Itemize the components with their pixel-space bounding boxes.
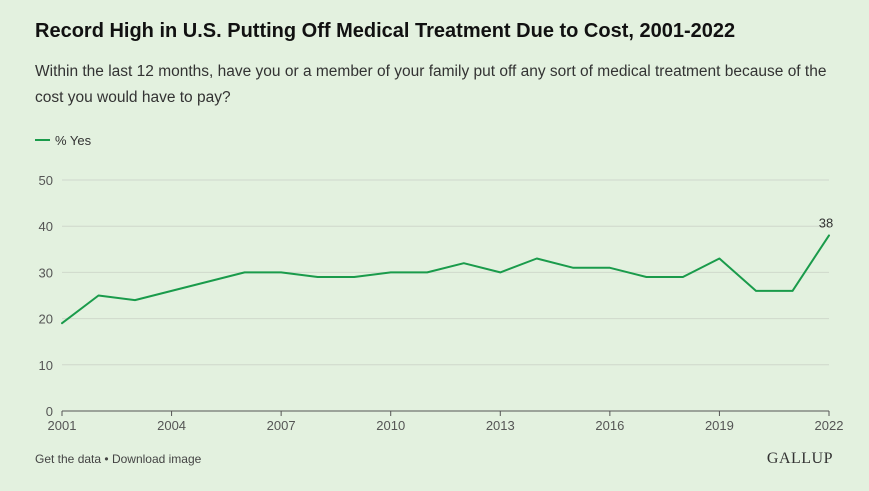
x-tick-label: 2007	[267, 418, 296, 433]
data-point[interactable]	[825, 231, 833, 239]
gallup-logo: GALLUP	[766, 450, 833, 467]
legend-swatch	[35, 139, 50, 141]
data-point[interactable]	[752, 287, 760, 295]
chart-title: Record High in U.S. Putting Off Medical …	[35, 20, 736, 42]
data-point[interactable]	[314, 273, 322, 281]
chart-subtitle: Within the last 12 months, have you or a…	[35, 63, 827, 106]
data-point[interactable]	[715, 255, 723, 263]
data-point[interactable]	[387, 268, 395, 276]
data-point[interactable]	[533, 255, 541, 263]
y-tick-label: 20	[39, 312, 53, 327]
x-tick-label: 2010	[376, 418, 405, 433]
download-image-link[interactable]: Download image	[111, 452, 202, 466]
data-point[interactable]	[58, 319, 66, 327]
x-tick-label: 2019	[705, 418, 734, 433]
series-line-0	[61, 234, 830, 325]
x-tick-label: 2001	[48, 418, 77, 433]
get-data-link[interactable]: Get the data	[35, 452, 102, 466]
data-point[interactable]	[642, 273, 650, 281]
data-point[interactable]	[606, 264, 614, 272]
data-point[interactable]	[423, 268, 431, 276]
legend-label: % Yes	[55, 132, 92, 148]
data-point[interactable]	[569, 264, 577, 272]
axes: 0 10 20 30 40 50 2001 2004 2007 2010 2013 2016 2019 2…	[39, 173, 844, 433]
y-tick-label: 40	[39, 219, 53, 234]
data-point[interactable]	[679, 273, 687, 281]
data-point[interactable]	[241, 268, 249, 276]
y-tick-label: 30	[39, 265, 53, 280]
data-point[interactable]	[460, 259, 468, 267]
data-point[interactable]	[131, 296, 139, 304]
series-layer	[58, 231, 833, 327]
footer-separator: •	[104, 452, 109, 466]
data-labels: 38	[819, 215, 833, 230]
legend: % Yes	[35, 131, 91, 149]
data-point[interactable]	[350, 273, 358, 281]
x-tick-label: 2016	[595, 418, 624, 433]
y-tick-label: 50	[39, 173, 53, 188]
y-tick-label: 0	[46, 404, 53, 419]
data-label: 38	[819, 215, 833, 230]
x-tick-label: 2022	[815, 418, 844, 433]
x-tick-label: 2004	[157, 418, 186, 433]
data-point[interactable]	[95, 292, 103, 300]
data-point[interactable]	[277, 268, 285, 276]
y-tick-label: 10	[39, 358, 53, 373]
footer-links: Get the data • Download image	[35, 452, 201, 466]
data-point[interactable]	[788, 287, 796, 295]
data-point[interactable]	[496, 268, 504, 276]
x-tick-label: 2013	[486, 418, 515, 433]
gridlines	[62, 179, 829, 366]
